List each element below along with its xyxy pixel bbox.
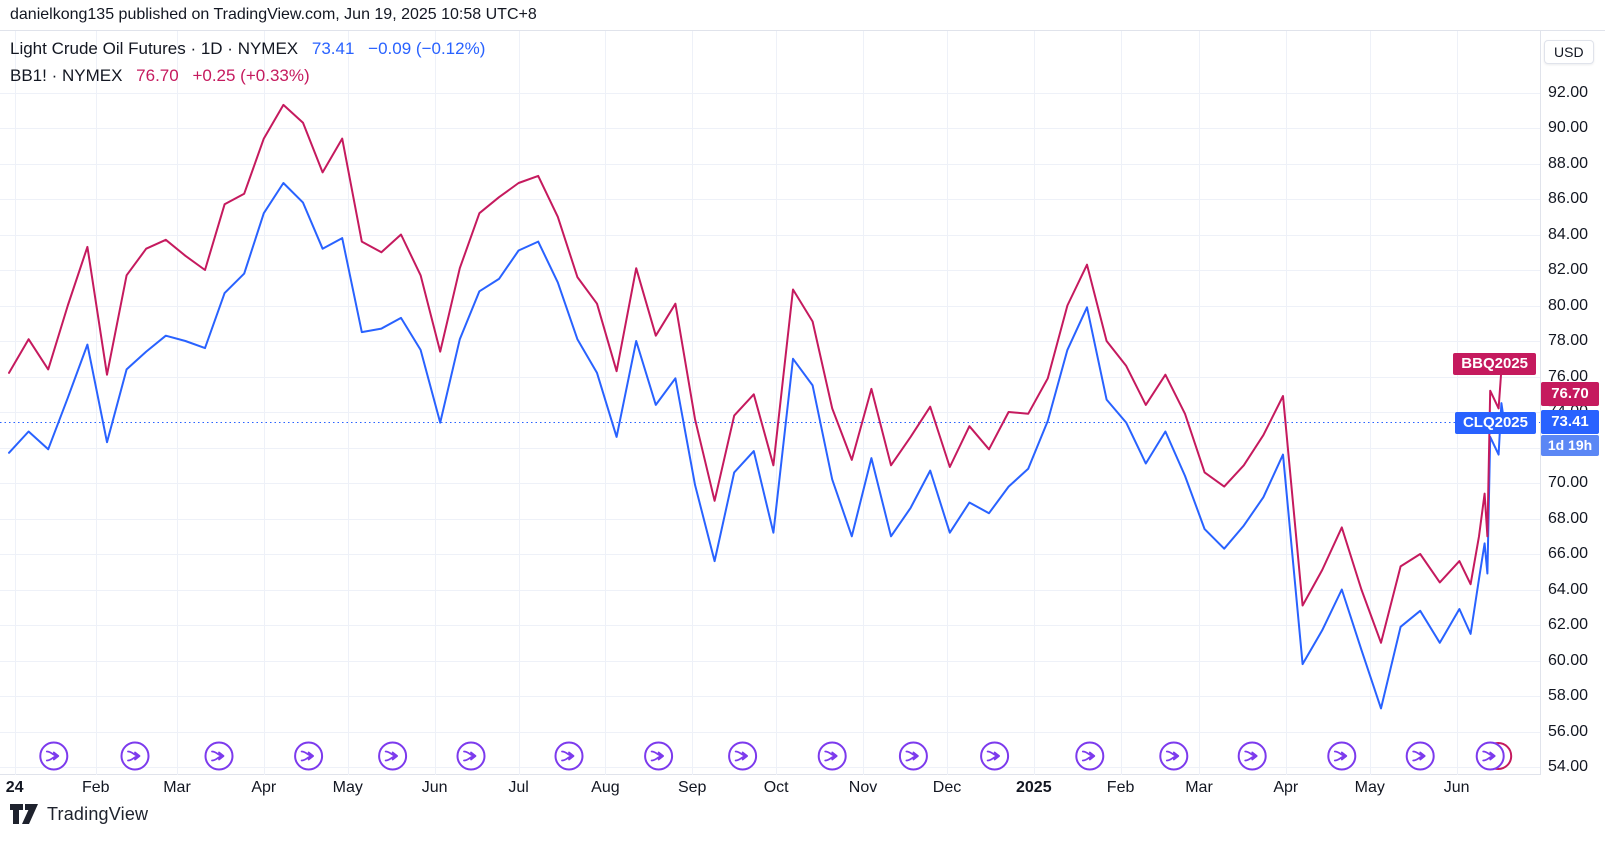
price-tick-label: 68.00 (1548, 509, 1589, 527)
time-tick-label: Apr (1273, 779, 1299, 796)
price-tick-label: 58.00 (1548, 687, 1589, 704)
legend-symbol-title: Light Crude Oil Futures · 1D · NYMEX (10, 39, 299, 58)
time-tick-label: Mar (163, 779, 191, 796)
time-tick-label: Mar (1185, 779, 1213, 796)
price-tick-label: 76.00 (1548, 367, 1589, 385)
contract-rollover-icon[interactable] (456, 741, 486, 771)
contract-rollover-icon[interactable] (1327, 741, 1357, 771)
time-tick-label: Dec (932, 779, 962, 796)
contract-rollover-icon[interactable] (644, 741, 674, 771)
tradingview-logo-text: TradingView (47, 803, 149, 824)
contract-rollover-markers (39, 741, 1513, 771)
gridlines (0, 31, 1540, 776)
tradingview-attribution[interactable]: TradingView (10, 803, 148, 825)
tradingview-logo-icon (10, 804, 38, 824)
price-tick-label: 70.00 (1548, 474, 1589, 491)
contract-rollover-icon[interactable] (204, 741, 234, 771)
price-tick-label: 84.00 (1548, 225, 1589, 243)
price-tick-label: 92.00 (1548, 83, 1589, 101)
contract-rollover-icon[interactable] (378, 741, 408, 771)
time-tick-label: Nov (848, 779, 878, 796)
time-tick-label: Oct (763, 779, 789, 796)
price-label-bbq2025: 76.70 (1541, 382, 1599, 406)
time-tick-label: May (1354, 779, 1385, 796)
time-tick-label: Apr (251, 779, 277, 796)
series-label-clq2025: CLQ2025 (1454, 412, 1536, 434)
price-label-clq2025: 73.41 (1541, 410, 1599, 434)
time-tick-label: May (332, 779, 363, 796)
legend-last-price: 76.70 (136, 66, 179, 85)
contract-rollover-icon[interactable] (898, 741, 928, 771)
series-line-bbq2025[interactable] (8, 103, 1506, 644)
series-label-bbq2025: BBQ2025 (1453, 353, 1536, 375)
legend-symbol-title: BB1! · NYMEX (10, 66, 123, 85)
contract-rollover-icon[interactable] (39, 741, 69, 771)
contract-rollover-icon[interactable] (728, 741, 758, 771)
time-axis[interactable]: 24 Feb Mar Apr May Jun Jul Aug Sep Oct Nov Dec 2025 F… (0, 775, 1605, 807)
price-tick-label: 90.00 (1548, 119, 1589, 136)
legend-row-crude[interactable]: Light Crude Oil Futures · 1D · NYMEX 73.… (10, 35, 485, 62)
price-tick-label: 56.00 (1548, 722, 1589, 740)
price-tick-label: 64.00 (1548, 580, 1589, 598)
attribution-text: danielkong135 published on TradingView.c… (10, 6, 537, 23)
time-tick-label: Jun (1443, 779, 1470, 796)
price-chart[interactable] (0, 31, 1540, 776)
contract-rollover-icon[interactable] (554, 741, 584, 771)
legend-row-bb1[interactable]: BB1! · NYMEX 76.70 +0.25 (+0.33%) (10, 62, 485, 89)
legend-change: +0.25 (+0.33%) (192, 66, 310, 85)
price-tick-label: 82.00 (1548, 261, 1589, 278)
contract-rollover-icon[interactable] (1237, 741, 1267, 771)
price-tick-label: 60.00 (1548, 651, 1589, 669)
contract-rollover-icon[interactable] (817, 741, 847, 771)
time-tick-label: Sep (677, 779, 707, 796)
time-tick-label: Feb (1106, 779, 1135, 796)
time-tick-label: Aug (591, 779, 620, 796)
time-tick-label: Feb (82, 779, 110, 796)
bar-countdown-label: 1d 19h (1541, 435, 1599, 456)
series-line-clq2025[interactable] (8, 182, 1506, 710)
price-tick-label: 66.00 (1548, 545, 1589, 562)
time-tick-label: Jun (421, 779, 448, 796)
price-tick-label: 88.00 (1548, 154, 1589, 172)
legend-change: −0.09 (−0.12%) (368, 39, 486, 58)
currency-button[interactable]: USD (1544, 40, 1594, 64)
chart-pane[interactable]: Light Crude Oil Futures · 1D · NYMEX 73.… (0, 30, 1605, 776)
chart-legend: Light Crude Oil Futures · 1D · NYMEX 73.… (10, 35, 485, 89)
time-tick-label: Jul (508, 779, 529, 796)
contract-rollover-icon[interactable] (1075, 741, 1105, 771)
contract-rollover-icon[interactable] (294, 741, 324, 771)
price-tick-label: 54.00 (1548, 758, 1589, 775)
legend-last-price: 73.41 (311, 39, 355, 58)
contract-rollover-icon[interactable] (1159, 741, 1189, 771)
price-tick-label: 86.00 (1548, 190, 1589, 207)
contract-rollover-icon[interactable] (1405, 741, 1435, 771)
time-tick-label: 2025 (1016, 779, 1052, 796)
time-tick-label: 24 (5, 779, 24, 796)
contract-rollover-icon[interactable] (120, 741, 150, 771)
price-tick-label: 80.00 (1548, 296, 1589, 314)
contract-rollover-icon[interactable] (980, 741, 1010, 771)
contract-rollover-icon[interactable] (1475, 741, 1505, 771)
price-tick-label: 62.00 (1548, 616, 1589, 633)
price-tick-label: 78.00 (1548, 332, 1589, 349)
